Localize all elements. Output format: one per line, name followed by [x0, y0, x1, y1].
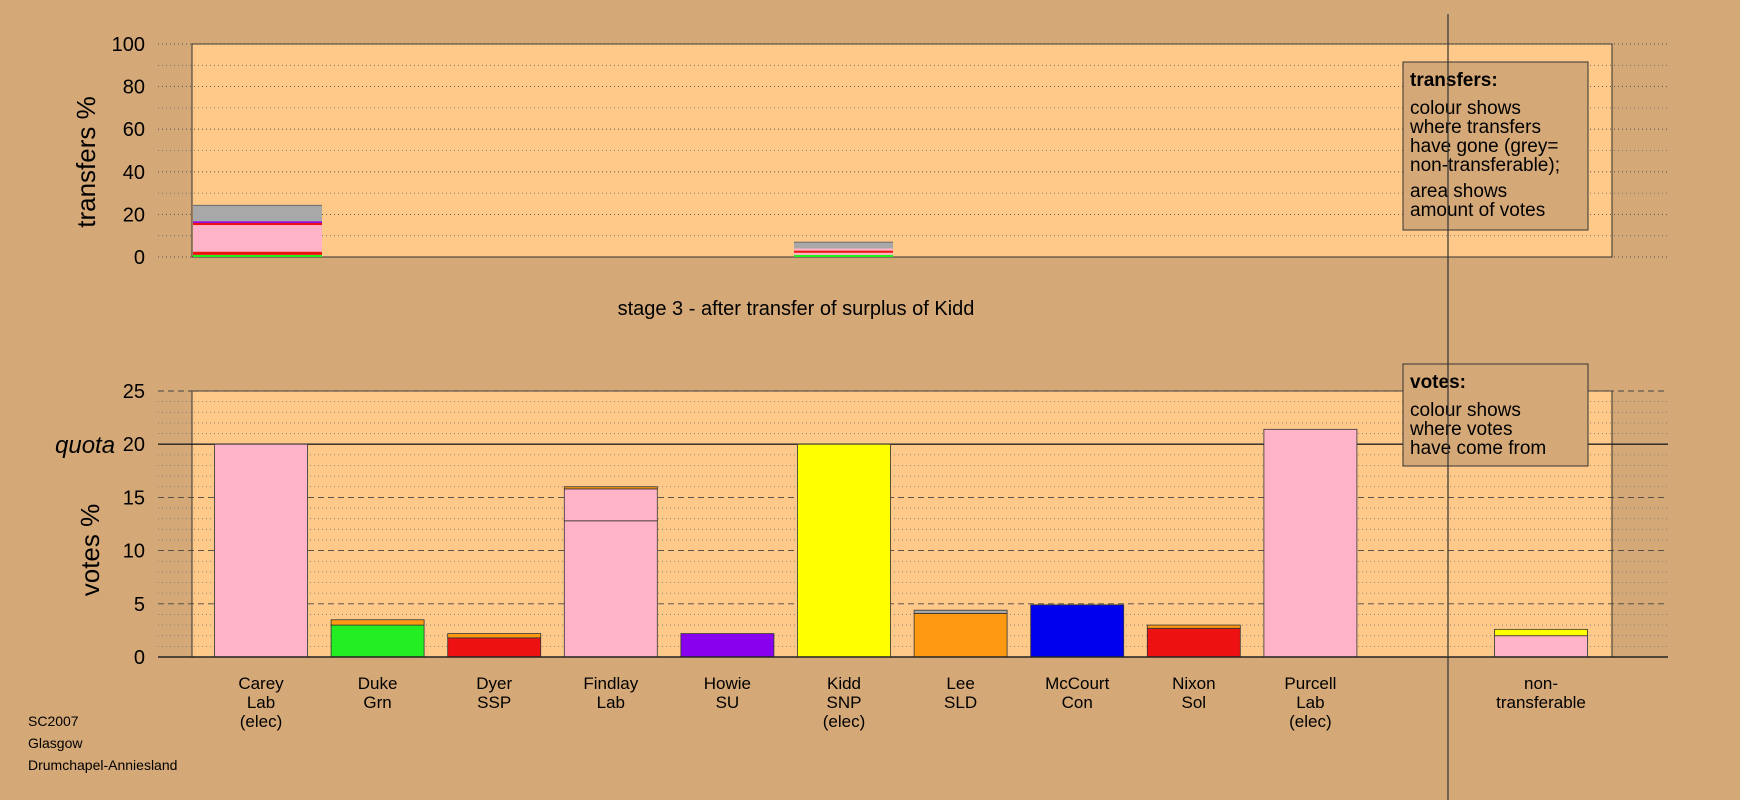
votes-y-axis-label: votes %: [75, 504, 105, 597]
votes-legend-text: have come from: [1410, 438, 1546, 459]
vote-segment-non-0: [1495, 636, 1588, 657]
vote-segment-mccourt-0: [1031, 605, 1124, 657]
transfer-segment-kidd-2: [794, 251, 893, 253]
transfer-segment-kidd-0: [794, 255, 893, 257]
transfers-legend-text: colour shows: [1410, 98, 1521, 119]
transfer-segment-kidd-1: [794, 253, 893, 255]
transfers-legend-text: area shows: [1410, 181, 1507, 202]
candidate-label: (elec): [240, 712, 283, 731]
vote-segment-kidd-0: [798, 444, 891, 657]
vote-segment-lee-0: [914, 613, 1007, 657]
transfer-segment-kidd-4: [794, 242, 893, 248]
vote-segment-nixon-0: [1147, 628, 1240, 657]
candidate-label: non-: [1524, 674, 1558, 693]
vote-segment-findlay-1: [564, 489, 657, 521]
candidate-label: Howie: [704, 674, 751, 693]
transfer-segment-carey-3: [193, 223, 322, 225]
vote-segment-duke-1: [331, 620, 424, 625]
vote-segment-dyer-1: [448, 634, 541, 638]
candidate-label: Findlay: [583, 674, 638, 693]
transfer-segment-carey-1: [193, 252, 322, 255]
transfers-legend-text: non-transferable);: [1410, 155, 1560, 176]
transfers-legend-text: where transfers: [1409, 117, 1541, 138]
transfers-tick-label: 60: [123, 119, 145, 141]
candidate-label: Con: [1062, 693, 1093, 712]
candidate-label: Nixon: [1172, 674, 1215, 693]
vote-segment-duke-0: [331, 625, 424, 657]
candidate-label: Dyer: [476, 674, 512, 693]
votes-tick-label: 15: [123, 487, 145, 509]
votes-legend-text: where votes: [1409, 419, 1512, 440]
candidate-label: Lab: [247, 693, 275, 712]
stage-caption: stage 3 - after transfer of surplus of K…: [618, 298, 975, 320]
vote-segment-purcell-0: [1264, 429, 1357, 657]
transfer-segment-carey-2: [193, 225, 322, 252]
votes-tick-label-quota: 20: [123, 434, 145, 456]
candidate-label: (elec): [823, 712, 866, 731]
transfers-chart: 0 20 40 60 80 100 transfers % transfers: colour …: [71, 34, 1668, 269]
votes-plot-area: [192, 391, 1612, 657]
votes-tick-label: 25: [123, 381, 145, 403]
candidate-label: Lee: [946, 674, 974, 693]
votes-tick-label: 0: [134, 647, 145, 669]
transfers-y-axis-label: transfers %: [71, 96, 101, 228]
transfer-segment-carey-5: [193, 205, 322, 221]
transfers-tick-label: 80: [123, 77, 145, 99]
candidate-label: (elec): [1289, 712, 1332, 731]
footer-ward: Drumchapel-Anniesland: [28, 757, 177, 773]
vote-segment-carey-0: [215, 444, 308, 657]
candidate-label: SU: [716, 693, 740, 712]
votes-legend-title: votes:: [1410, 372, 1466, 393]
candidate-label: SNP: [827, 693, 862, 712]
candidate-label: Lab: [1296, 693, 1324, 712]
vote-segment-non-1: [1495, 629, 1588, 635]
candidate-label: Purcell: [1284, 674, 1336, 693]
transfers-tick-label: 20: [123, 204, 145, 226]
transfers-legend-title: transfers:: [1410, 70, 1498, 91]
vote-segment-lee-1: [914, 610, 1007, 613]
quota-label: quota: [55, 432, 115, 459]
transfer-segment-carey-0: [193, 255, 322, 257]
vote-segment-howie-0: [681, 634, 774, 657]
transfer-segment-kidd-3: [794, 248, 893, 250]
candidate-label: SSP: [477, 693, 511, 712]
vote-segment-nixon-1: [1147, 625, 1240, 628]
votes-tick-label: 10: [123, 541, 145, 563]
candidate-label: Duke: [358, 674, 398, 693]
vote-segment-dyer-0: [448, 638, 541, 657]
transfers-legend-text: have gone (grey=: [1410, 136, 1558, 157]
candidate-label: transferable: [1496, 693, 1586, 712]
candidate-label: Kidd: [827, 674, 861, 693]
transfers-tick-label: 40: [123, 162, 145, 184]
transfers-tick-label: 100: [112, 34, 145, 56]
candidate-label: Carey: [238, 674, 284, 693]
votes-legend-text: colour shows: [1410, 400, 1521, 421]
candidate-label: Lab: [597, 693, 625, 712]
candidate-label: SLD: [944, 693, 977, 712]
votes-tick-label: 5: [134, 594, 145, 616]
candidate-label: Grn: [363, 693, 391, 712]
candidate-label: Sol: [1182, 693, 1207, 712]
vote-segment-findlay-0: [564, 521, 657, 657]
candidate-label: McCourt: [1045, 674, 1110, 693]
transfer-segment-carey-4: [193, 221, 322, 223]
transfers-legend-text: amount of votes: [1410, 200, 1545, 221]
votes-chart: 05101525quota20votes %CareyLab(elec)Duke…: [55, 364, 1668, 731]
transfers-tick-label: 0: [134, 247, 145, 269]
footer-council: Glasgow: [28, 735, 83, 751]
footer-year: SC2007: [28, 713, 79, 729]
vote-segment-findlay-2: [564, 487, 657, 489]
